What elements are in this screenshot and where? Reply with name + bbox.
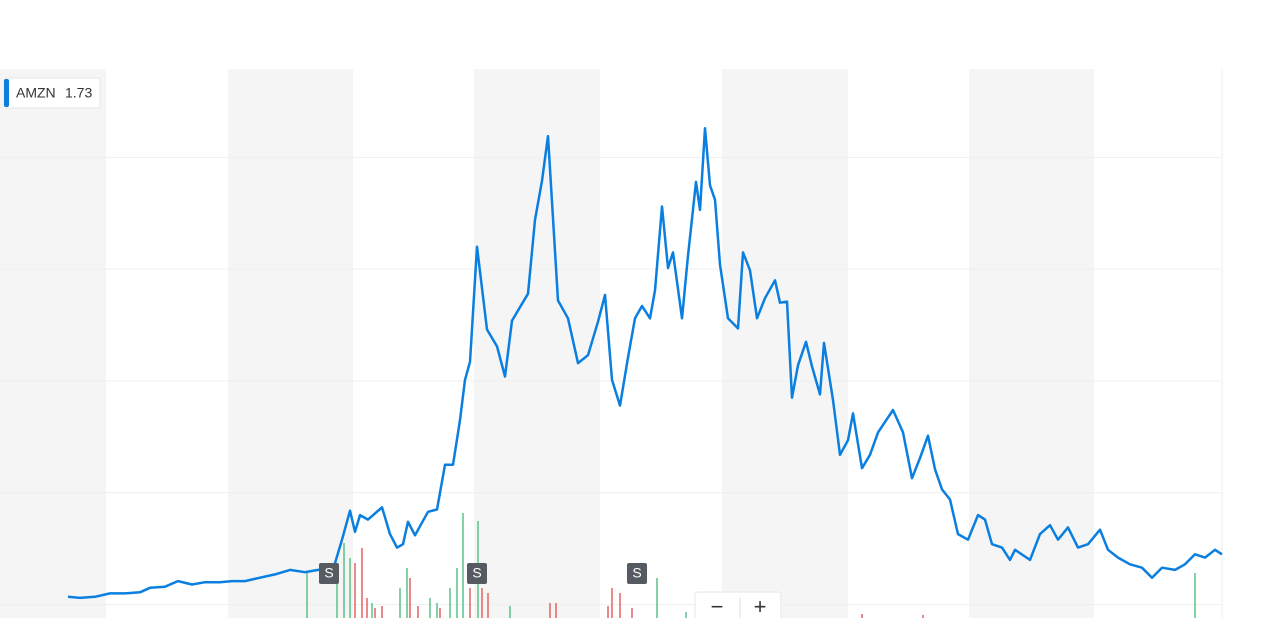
zoom-out[interactable]: − bbox=[711, 594, 724, 618]
legend-swatch bbox=[4, 79, 9, 107]
volume-bar bbox=[861, 614, 863, 618]
year-band bbox=[0, 69, 106, 618]
split-marker-label: S bbox=[632, 565, 641, 581]
volume-bar bbox=[371, 603, 373, 618]
split-marker bbox=[319, 563, 339, 584]
volume-bar bbox=[509, 606, 511, 618]
legend: AMZN 1.73 bbox=[3, 77, 101, 109]
volume-bar bbox=[462, 513, 464, 618]
volume-bar bbox=[449, 588, 451, 618]
price-line bbox=[67, 127, 1223, 600]
volume-bar bbox=[361, 548, 363, 618]
year-band bbox=[969, 69, 1094, 618]
volume-bar bbox=[366, 598, 368, 618]
volume-bar bbox=[349, 558, 351, 618]
legend-label: AMZN bbox=[16, 85, 56, 101]
zoom-in[interactable]: + bbox=[754, 594, 767, 618]
volume-bar bbox=[619, 593, 621, 618]
volume-bar bbox=[487, 593, 489, 618]
volume-bar bbox=[374, 608, 376, 618]
volume-bar bbox=[481, 588, 483, 618]
year-band bbox=[474, 69, 600, 618]
volume-bar bbox=[555, 603, 557, 618]
volume-bar bbox=[1194, 573, 1196, 618]
volume-bar bbox=[685, 612, 687, 618]
volume-bar bbox=[409, 578, 411, 618]
volume-bar bbox=[336, 578, 338, 618]
year-band bbox=[722, 69, 848, 618]
zoom-box bbox=[694, 591, 782, 618]
volume-bar bbox=[631, 608, 633, 618]
volume-bar bbox=[429, 598, 431, 618]
volume-bar bbox=[417, 606, 419, 618]
volume-bar bbox=[354, 563, 356, 618]
volume-bar bbox=[439, 608, 441, 618]
volume-bar bbox=[343, 543, 345, 618]
volume-bar bbox=[381, 606, 383, 618]
volume-bar bbox=[611, 588, 613, 618]
split-marker bbox=[467, 563, 487, 584]
volume-bar bbox=[399, 588, 401, 618]
split-marker-label: S bbox=[472, 565, 481, 581]
year-bands bbox=[0, 69, 1094, 618]
split-marker bbox=[627, 563, 647, 584]
volume-bar bbox=[469, 588, 471, 618]
legend-value: 1.73 bbox=[65, 85, 92, 101]
volume-bar bbox=[549, 603, 551, 618]
volume-bar bbox=[436, 603, 438, 618]
split-marker-label: S bbox=[324, 565, 333, 581]
volume-bar bbox=[607, 606, 609, 618]
volume-bar bbox=[306, 573, 308, 618]
volume-bar bbox=[406, 568, 408, 618]
volume-bar bbox=[456, 568, 458, 618]
zoom-controls: − + bbox=[694, 591, 782, 618]
volume-bar bbox=[922, 615, 924, 618]
year-band bbox=[228, 69, 353, 618]
volume-bar bbox=[656, 578, 658, 618]
